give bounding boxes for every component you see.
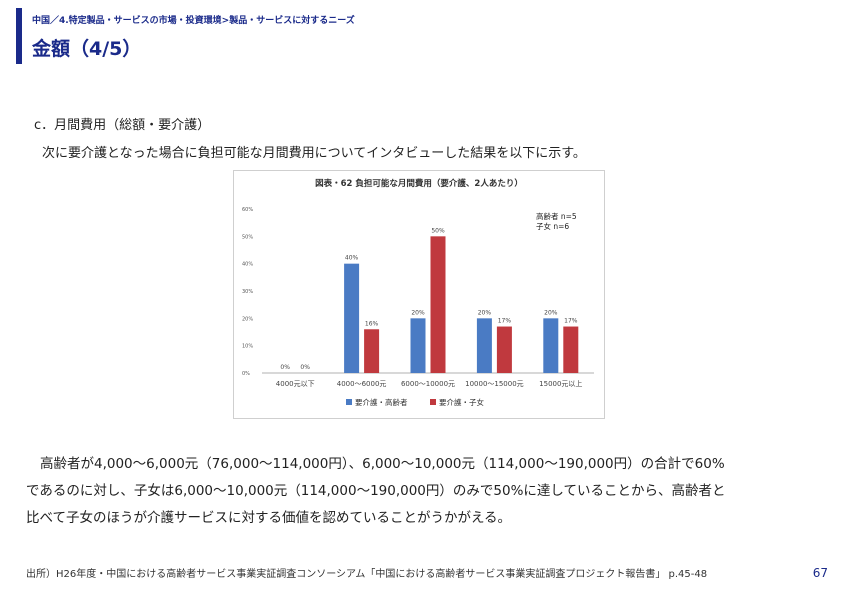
section-heading: c．月間費用（総額・要介護） — [34, 118, 211, 133]
breadcrumb: 中国／4.特定製品・サービスの市場・投資環境>製品・サービスに対するニーズ — [32, 16, 355, 26]
legend-label: 要介護・高齢者 — [355, 397, 408, 407]
data-label: 16% — [365, 320, 379, 327]
data-label: 50% — [431, 227, 445, 234]
intro-text: 次に要介護となった場合に負担可能な月間費用についてインタビューした結果を以下に示… — [42, 146, 586, 161]
legend-label: 要介護・子女 — [439, 397, 484, 407]
y-tick-label: 40% — [242, 262, 253, 268]
bar — [364, 329, 380, 373]
bar — [430, 236, 446, 373]
x-tick-label: 4000～6000元 — [337, 380, 387, 388]
y-tick-label: 20% — [242, 316, 253, 322]
x-tick-label: 4000元以下 — [276, 380, 315, 388]
bar — [496, 326, 512, 373]
header-accent-bar — [16, 8, 22, 64]
y-tick-label: 30% — [242, 289, 253, 295]
data-label: 40% — [345, 255, 359, 262]
bar — [344, 263, 360, 373]
x-tick-label: 10000～15000元 — [465, 380, 524, 388]
summary-text: 高齢者が4,000～6,000元（76,000～114,000円）、6,000～… — [26, 451, 826, 532]
y-tick-label: 10% — [242, 344, 253, 350]
bar — [543, 318, 559, 373]
data-label: 20% — [544, 309, 558, 316]
source-citation: 出所）H26年度・中国における高齢者サービス事業実証調査コンソーシアム「中国にお… — [26, 569, 708, 580]
data-label: 20% — [411, 309, 425, 316]
bar — [563, 326, 579, 373]
data-label: 0% — [300, 364, 310, 371]
data-label: 20% — [478, 309, 492, 316]
legend-swatch — [430, 399, 436, 405]
bar-chart: 図表・62 負担可能な月間費用（要介護、2人あたり） 0% 10% 20% 30% 40%… — [242, 178, 594, 407]
y-tick-label: 0% — [242, 371, 250, 377]
bar — [476, 318, 492, 373]
summary-line: 比べて子女のほうが介護サービスに対する価値を認めていることがうかがえる。 — [26, 510, 512, 526]
x-tick-label: 6000～10000元 — [401, 380, 455, 388]
y-tick-label: 50% — [242, 234, 253, 240]
data-label: 17% — [564, 318, 578, 325]
chart-title: 図表・62 負担可能な月間費用（要介護、2人あたり） — [315, 178, 523, 189]
data-label: 0% — [280, 364, 290, 371]
legend-swatch — [346, 399, 352, 405]
bar — [410, 318, 426, 373]
x-tick-label: 15000元以上 — [539, 379, 582, 388]
summary-line: 高齢者が4,000～6,000元（76,000～114,000円）、6,000～… — [40, 456, 725, 472]
y-tick-label: 60% — [242, 207, 253, 213]
sample-size-note: 高齢者 n=5 — [536, 211, 577, 221]
page-title: 金額（4/5） — [32, 38, 142, 60]
summary-line: であるのに対し、子女は6,000～10,000元（114,000～190,000… — [26, 483, 726, 499]
data-label: 17% — [498, 318, 512, 325]
page-number: 67 — [812, 566, 828, 580]
sample-size-note: 子女 n=6 — [536, 221, 569, 231]
chart-figure: 図表・62 負担可能な月間費用（要介護、2人あたり） 0% 10% 20% 30% 40%… — [233, 170, 605, 419]
